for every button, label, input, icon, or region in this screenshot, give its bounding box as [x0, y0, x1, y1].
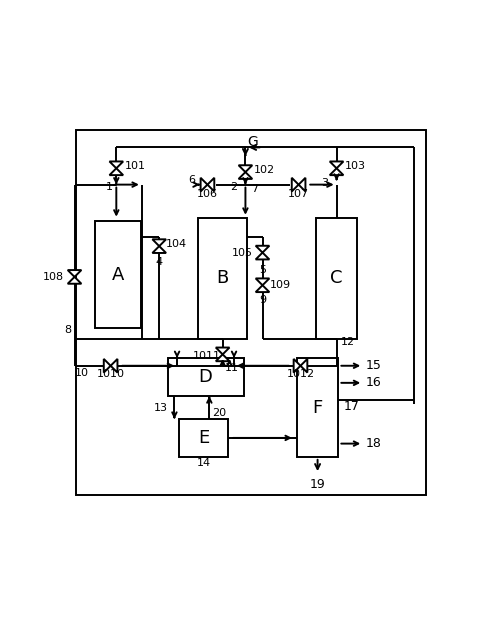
Text: 109: 109	[270, 280, 291, 290]
Text: 108: 108	[43, 272, 64, 282]
Text: 14: 14	[196, 457, 211, 467]
Polygon shape	[330, 168, 343, 175]
Text: 6: 6	[188, 175, 195, 185]
Polygon shape	[256, 279, 270, 285]
Polygon shape	[111, 359, 118, 373]
Text: 7: 7	[251, 184, 258, 194]
Polygon shape	[68, 277, 81, 284]
Text: 106: 106	[197, 189, 218, 199]
Text: 101: 101	[124, 162, 146, 171]
Text: 11: 11	[224, 363, 239, 373]
Polygon shape	[207, 178, 214, 191]
Text: 2: 2	[230, 181, 237, 191]
Bar	[179, 419, 228, 457]
Text: 12: 12	[341, 337, 354, 347]
Polygon shape	[256, 253, 270, 259]
Polygon shape	[104, 359, 111, 373]
Text: E: E	[198, 429, 209, 447]
Polygon shape	[239, 172, 252, 179]
Bar	[96, 222, 141, 328]
Polygon shape	[109, 168, 123, 175]
Text: 15: 15	[366, 359, 382, 372]
Text: 18: 18	[366, 437, 382, 450]
Text: 16: 16	[366, 376, 382, 389]
Text: 102: 102	[254, 165, 275, 175]
Text: 1: 1	[106, 181, 113, 191]
Polygon shape	[294, 359, 300, 373]
Text: 1012: 1012	[287, 369, 315, 379]
Text: D: D	[198, 368, 213, 386]
Text: 17: 17	[344, 400, 360, 413]
Polygon shape	[292, 178, 298, 191]
Polygon shape	[298, 178, 305, 191]
Text: 8: 8	[64, 325, 72, 335]
Polygon shape	[256, 285, 270, 292]
Text: 104: 104	[166, 239, 187, 249]
Polygon shape	[200, 178, 207, 191]
Text: 19: 19	[310, 478, 325, 491]
Text: F: F	[313, 399, 323, 417]
Text: 3: 3	[321, 178, 328, 188]
Bar	[316, 218, 358, 339]
Polygon shape	[152, 240, 166, 246]
Polygon shape	[68, 270, 81, 277]
Text: 20: 20	[212, 408, 226, 418]
Bar	[198, 218, 247, 339]
Text: 10: 10	[75, 368, 89, 378]
Polygon shape	[216, 354, 229, 361]
Polygon shape	[330, 162, 343, 168]
Text: 13: 13	[153, 402, 168, 412]
Text: 4: 4	[156, 258, 163, 267]
Bar	[168, 358, 244, 396]
Text: G: G	[247, 135, 258, 149]
Text: A: A	[112, 266, 124, 284]
Bar	[297, 358, 339, 457]
Text: 103: 103	[345, 162, 366, 171]
Text: 107: 107	[288, 189, 309, 199]
Polygon shape	[216, 347, 229, 354]
Text: C: C	[330, 269, 343, 287]
Text: 1010: 1010	[97, 369, 124, 379]
Text: 9: 9	[259, 295, 266, 305]
Text: 105: 105	[232, 248, 253, 258]
Text: 5: 5	[259, 265, 266, 275]
Text: 1011: 1011	[193, 351, 221, 361]
Polygon shape	[239, 165, 252, 172]
Polygon shape	[256, 246, 270, 253]
Polygon shape	[152, 246, 166, 253]
Polygon shape	[109, 162, 123, 168]
Text: B: B	[217, 269, 229, 287]
Polygon shape	[300, 359, 307, 373]
